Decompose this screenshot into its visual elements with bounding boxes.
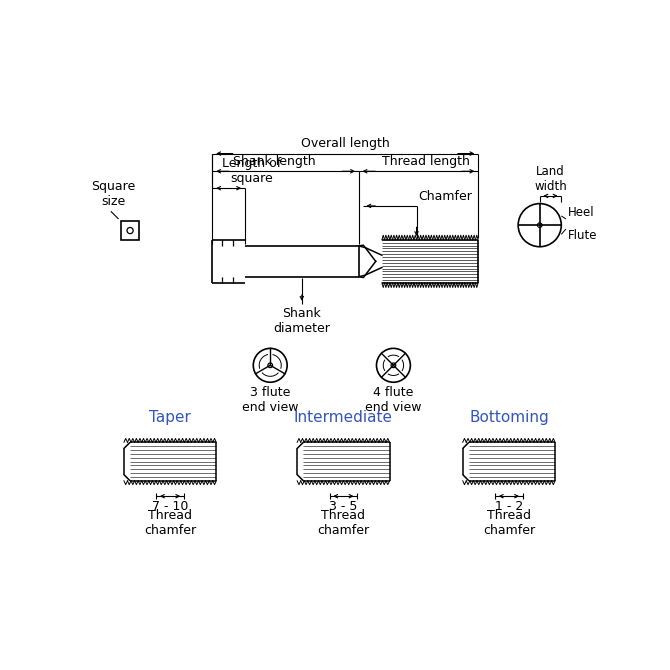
- Text: 1 - 2: 1 - 2: [495, 500, 523, 513]
- Text: 3 - 5: 3 - 5: [329, 500, 358, 513]
- Text: Shank length: Shank length: [232, 155, 316, 168]
- Text: 7 - 10: 7 - 10: [152, 500, 188, 513]
- Text: 4 flute
end view: 4 flute end view: [365, 386, 421, 414]
- Text: Chamfer: Chamfer: [418, 190, 472, 203]
- Text: Flute: Flute: [567, 229, 597, 242]
- Text: Thread
chamfer: Thread chamfer: [483, 509, 535, 537]
- Text: Length of
square: Length of square: [222, 157, 281, 185]
- Text: Land
width: Land width: [534, 165, 567, 193]
- Text: Thread
chamfer: Thread chamfer: [144, 509, 196, 537]
- Text: Taper: Taper: [149, 410, 191, 425]
- Text: Thread length: Thread length: [382, 155, 470, 168]
- Text: 3 flute
end view: 3 flute end view: [242, 386, 298, 414]
- Text: Intermediate: Intermediate: [294, 410, 393, 425]
- Text: Square
size: Square size: [91, 180, 135, 208]
- Text: Shank
diameter: Shank diameter: [273, 307, 330, 335]
- Text: Thread
chamfer: Thread chamfer: [318, 509, 369, 537]
- Text: Overall length: Overall length: [301, 137, 390, 149]
- Text: Heel: Heel: [567, 206, 594, 219]
- Text: Bottoming: Bottoming: [469, 410, 549, 425]
